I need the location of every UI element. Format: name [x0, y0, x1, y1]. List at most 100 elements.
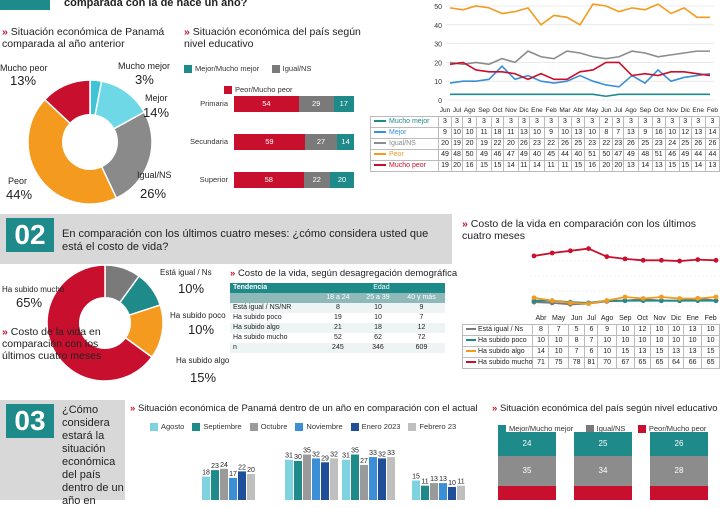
sec3-edu-title: » Situación económica del país según niv…: [492, 403, 720, 415]
data-cell: 10: [597, 346, 617, 358]
data-point: [713, 257, 719, 263]
bar: [430, 483, 438, 500]
data-point: [640, 257, 646, 263]
data-cell: 15: [678, 160, 692, 172]
legend-item: Septiembre: [192, 422, 242, 432]
data-point: [622, 298, 628, 304]
bar: [285, 459, 293, 500]
data-cell: 3: [637, 116, 653, 128]
data-cell: 10: [532, 335, 550, 347]
data-cell: 14: [503, 160, 519, 172]
data-cell: 23: [584, 138, 601, 150]
data-cell: 10: [461, 127, 478, 139]
data-cell: 49: [437, 149, 453, 161]
table-cell: n: [233, 344, 237, 351]
data-cell: 10: [649, 335, 670, 347]
bar: [202, 476, 210, 500]
table-row: n 245 346 609: [230, 343, 445, 353]
table-cell: 346: [372, 344, 384, 351]
x-tick-label: Jun: [570, 315, 583, 322]
hbar-segment: 27: [304, 134, 338, 150]
data-cell: 3: [517, 116, 531, 128]
pie1-pct-mejor: 14%: [143, 105, 170, 120]
data-label: 22: [238, 464, 246, 471]
data-cell: 10: [668, 335, 684, 347]
table-cell: Ha subido poco: [233, 314, 282, 321]
data-cell: 3: [571, 116, 585, 128]
x-tick-label: Oct: [653, 107, 664, 114]
data-cell: 7: [612, 127, 625, 139]
column-header: Tendencia: [230, 283, 318, 293]
data-point: [677, 258, 682, 264]
pie1-label-peor: Peor: [8, 176, 28, 186]
pie2-pct-igual: 10%: [178, 281, 205, 296]
data-cell: 19: [451, 138, 463, 150]
sec2-trend-title: » Costo de la vida en comparación con lo…: [462, 218, 712, 242]
sec1-bar-title-text: Situación económica del país según nivel…: [184, 26, 361, 50]
series-label: Ha subido poco: [461, 335, 534, 347]
data-cell: 15: [649, 346, 670, 358]
pie1-label-igual: Igual/NS: [137, 170, 172, 180]
data-cell: 12: [633, 324, 651, 336]
data-label: 11: [421, 479, 428, 486]
table-cell: 9: [419, 304, 424, 311]
pie1-label-mucho-mejor: Mucho mejor: [118, 61, 171, 71]
data-cell: 7: [548, 324, 569, 336]
data-cell: 49: [476, 149, 492, 161]
sec3-badge: 03: [6, 404, 54, 438]
edu-column: 26 28: [650, 432, 708, 500]
data-cell: 16: [461, 160, 478, 172]
data-cell: 12: [678, 127, 692, 139]
table-cell: 10: [374, 304, 382, 311]
hbar-category-label: Secundaria: [190, 137, 228, 146]
column-header: 18 a 24: [317, 293, 358, 303]
legend-item: Peor/Mucho peor: [224, 85, 293, 95]
hbar-category-label: Superior: [199, 175, 228, 184]
series-label: Ha subido algo: [461, 346, 534, 358]
series-label: Mucho peor: [370, 160, 439, 172]
data-cell: 26: [704, 138, 720, 150]
data-cell: 3: [503, 116, 519, 128]
data-cell: 65: [649, 357, 670, 369]
edu-column: 25 34: [574, 432, 632, 500]
y-tick-label: 40: [434, 23, 442, 30]
data-cell: 10: [682, 335, 703, 347]
hbar-segment: 59: [234, 134, 305, 150]
x-tick-label: Oct: [492, 107, 503, 114]
data-point: [549, 298, 555, 304]
data-label: 10: [448, 480, 456, 487]
table-row: Ha subido poco 10 10 8 7 10 10 10 10 10 10 10: [461, 335, 720, 347]
data-cell: 3: [623, 116, 639, 128]
data-cell: 3: [704, 116, 720, 128]
data-cell: 16: [584, 160, 601, 172]
data-point: [586, 246, 591, 251]
table-cell: 72: [417, 334, 426, 341]
sec2-demo-table: Tendencia Edad 18 a 24 25 a 39 40 y más Está …: [230, 283, 445, 353]
data-cell: 10: [597, 335, 617, 347]
series-label: Está igual / Ns: [461, 324, 534, 336]
data-cell: 10: [668, 324, 684, 336]
hbar-row: Secundaria 59 27 14: [184, 134, 364, 152]
bullet-icon: »: [230, 268, 236, 279]
pie2-pct-poco: 10%: [188, 322, 215, 337]
data-label: 18: [202, 470, 210, 477]
hbar-segment: 58: [234, 172, 304, 188]
x-tick-label: Abr: [535, 315, 547, 322]
data-cell: 10: [557, 127, 573, 139]
pie1-label-mucho-peor: Mucho peor: [0, 63, 48, 73]
data-cell: 22: [490, 138, 505, 150]
table-cell: 18: [374, 324, 382, 331]
x-tick-label: Sep: [619, 315, 632, 322]
data-cell: 7: [567, 346, 586, 358]
data-cell: 9: [597, 324, 617, 336]
data-cell: 14: [529, 160, 545, 172]
x-tick-label: Mar: [559, 107, 571, 114]
data-cell: 49: [678, 149, 692, 161]
data-cell: 44: [557, 149, 573, 161]
data-cell: 3: [678, 116, 692, 128]
data-label: 29: [321, 455, 329, 462]
data-point: [659, 294, 664, 300]
data-cell: 9: [543, 127, 559, 139]
data-cell: 13: [623, 127, 639, 139]
x-tick-label: Dic: [519, 107, 529, 114]
